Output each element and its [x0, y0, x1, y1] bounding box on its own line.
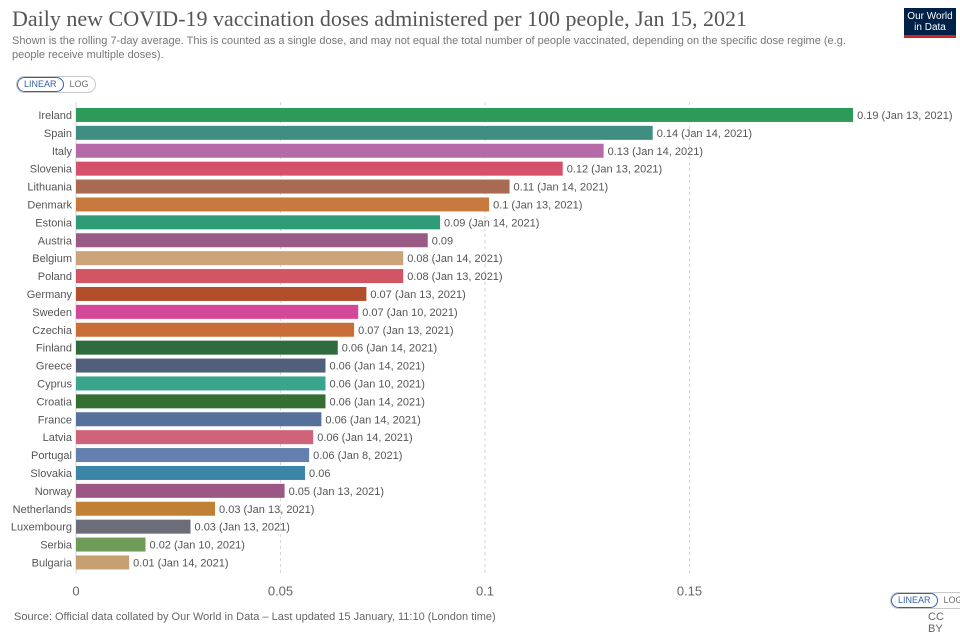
bar-chart: Ireland 0.19 (Jan 13, 2021) Spain 0.14 (Jan… [11, 102, 953, 596]
bar [76, 179, 510, 194]
value-label: 0.03 (Jan 13, 2021) [195, 522, 290, 534]
category-label: Greece [36, 361, 72, 373]
value-label: 0.14 (Jan 14, 2021) [657, 128, 752, 140]
bar [76, 555, 130, 570]
bar [76, 483, 285, 498]
category-label: Lithuania [27, 182, 73, 194]
category-label: Denmark [27, 199, 72, 211]
category-label: Belgium [32, 253, 72, 265]
category-label: Italy [52, 146, 73, 158]
value-label: 0.11 (Jan 14, 2021) [514, 182, 609, 194]
category-label: France [38, 414, 72, 426]
bar [76, 161, 563, 176]
bar [76, 304, 359, 319]
linear-scale-button-bottom[interactable]: LINEAR [891, 593, 938, 608]
log-scale-button-bottom[interactable]: LOG [943, 595, 960, 605]
x-tick-label: 0.15 [677, 583, 702, 596]
bar [76, 376, 326, 391]
x-tick-label: 0.1 [476, 583, 494, 596]
category-label: Croatia [37, 396, 73, 408]
bar [76, 107, 854, 122]
value-label: 0.06 [309, 468, 330, 480]
value-label: 0.06 (Jan 8, 2021) [313, 450, 402, 462]
category-label: Sweden [32, 307, 72, 319]
logo-line-2: in Data [914, 22, 946, 33]
category-label: Slovakia [30, 468, 72, 480]
bar [76, 448, 310, 463]
category-label: Bulgaria [32, 557, 73, 569]
value-label: 0.06 (Jan 14, 2021) [342, 343, 437, 355]
x-tick-label: 0.05 [268, 583, 293, 596]
value-label: 0.06 (Jan 10, 2021) [329, 378, 424, 390]
category-label: Latvia [43, 432, 73, 444]
value-label: 0.06 (Jan 14, 2021) [329, 396, 424, 408]
value-label: 0.13 (Jan 14, 2021) [608, 146, 703, 158]
category-label: Germany [27, 289, 73, 301]
bar [76, 233, 428, 248]
value-label: 0.06 (Jan 14, 2021) [329, 361, 424, 373]
category-label: Slovenia [30, 164, 73, 176]
bar [76, 519, 191, 534]
bar [76, 501, 216, 516]
value-label: 0.05 (Jan 13, 2021) [289, 486, 384, 498]
bar [76, 197, 490, 212]
bar [76, 394, 326, 409]
bar [76, 215, 441, 230]
license-link[interactable]: CC BY [928, 611, 944, 635]
value-label: 0.07 (Jan 13, 2021) [370, 289, 465, 301]
category-label: Poland [38, 271, 72, 283]
logo-line-1: Our World [907, 11, 953, 22]
value-label: 0.03 (Jan 13, 2021) [219, 504, 314, 516]
category-label: Austria [38, 235, 73, 247]
value-label: 0.01 (Jan 14, 2021) [133, 557, 228, 569]
scale-toggle-top: LINEAR LOG [16, 76, 96, 93]
category-label: Norway [35, 486, 73, 498]
bar [76, 269, 404, 284]
category-label: Ireland [38, 110, 72, 122]
category-label: Finland [36, 343, 72, 355]
x-tick-label: 0 [72, 583, 79, 596]
category-label: Spain [44, 128, 72, 140]
linear-scale-button[interactable]: LINEAR [17, 77, 64, 92]
value-label: 0.06 (Jan 14, 2021) [317, 432, 412, 444]
bar [76, 412, 322, 427]
bar [76, 358, 326, 373]
log-scale-button[interactable]: LOG [69, 79, 89, 89]
value-label: 0.1 (Jan 13, 2021) [493, 199, 582, 211]
bar [76, 251, 404, 266]
scale-toggle-bottom: LINEAR LOG [890, 592, 960, 609]
value-label: 0.07 (Jan 13, 2021) [358, 325, 453, 337]
bar [76, 465, 306, 480]
value-label: 0.09 [432, 235, 453, 247]
chart-subtitle: Shown is the rolling 7-day average. This… [12, 35, 846, 61]
category-label: Estonia [35, 217, 73, 229]
value-label: 0.12 (Jan 13, 2021) [567, 164, 662, 176]
owid-logo[interactable]: Our World in Data [904, 8, 956, 38]
value-label: 0.06 (Jan 14, 2021) [325, 414, 420, 426]
value-label: 0.02 (Jan 10, 2021) [150, 540, 245, 552]
source-note: Source: Official data collated by Our Wo… [14, 611, 496, 623]
bar [76, 322, 355, 337]
bar [76, 537, 146, 552]
value-label: 0.08 (Jan 14, 2021) [407, 253, 502, 265]
category-label: Czechia [32, 325, 73, 337]
category-label: Cyprus [37, 378, 72, 390]
value-label: 0.09 (Jan 14, 2021) [444, 217, 539, 229]
value-label: 0.08 (Jan 13, 2021) [407, 271, 502, 283]
category-label: Luxembourg [11, 522, 72, 534]
value-label: 0.07 (Jan 10, 2021) [362, 307, 457, 319]
value-label: 0.19 (Jan 13, 2021) [857, 110, 952, 122]
category-label: Serbia [40, 540, 73, 552]
bar [76, 125, 653, 140]
category-label: Portugal [31, 450, 72, 462]
bar [76, 286, 367, 301]
bar [76, 340, 338, 355]
bar [76, 143, 604, 158]
bar [76, 430, 314, 445]
category-label: Netherlands [13, 504, 73, 516]
chart-title: Daily new COVID-19 vaccination doses adm… [12, 6, 747, 31]
